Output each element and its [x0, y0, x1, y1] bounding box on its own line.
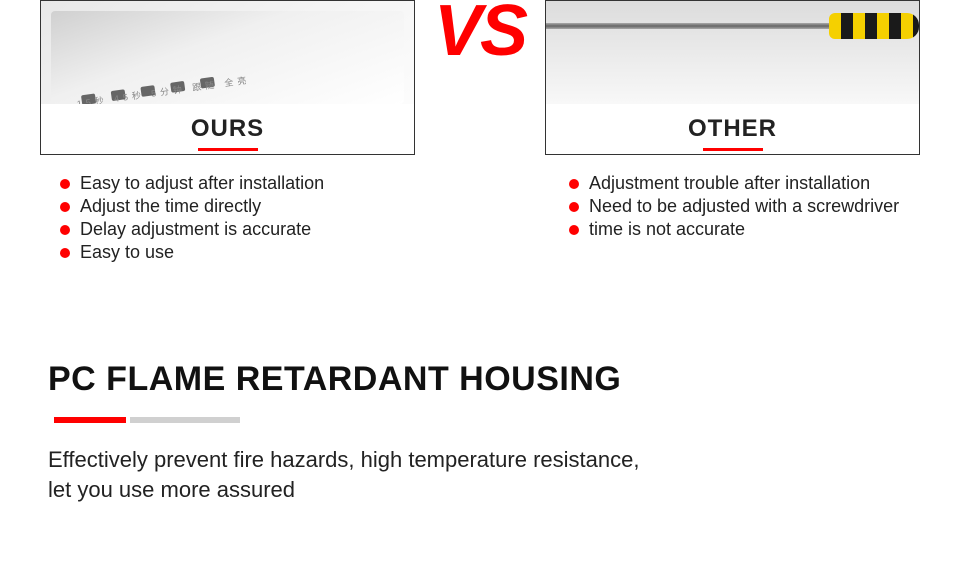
list-item: Easy to use: [60, 242, 415, 263]
other-panel: OTHER Adjustment trouble after installat…: [545, 0, 920, 265]
bullet-text: Adjust the time directly: [80, 196, 261, 217]
feature-section: PC FLAME RETARDANT HOUSING Effectively p…: [0, 360, 960, 504]
bullet-icon: [60, 202, 70, 212]
ours-panel: 15秒 45秒 5分钟 跟随 全亮 OURS Easy to adjust af…: [40, 0, 415, 265]
bullet-text: Delay adjustment is accurate: [80, 219, 311, 240]
bullet-icon: [569, 179, 579, 189]
list-item: Adjustment trouble after installation: [569, 173, 920, 194]
comparison-row: VS 15秒 45秒 5分钟 跟随 全亮 OURS Easy to adjust…: [0, 0, 960, 265]
bullet-icon: [60, 225, 70, 235]
other-label-wrap: OTHER: [546, 104, 919, 154]
ours-image: 15秒 45秒 5分钟 跟随 全亮 OURS: [40, 0, 415, 155]
ours-bullets: Easy to adjust after installation Adjust…: [40, 173, 415, 263]
other-label: OTHER: [688, 115, 777, 143]
bullet-text: Easy to use: [80, 242, 174, 263]
list-item: Adjust the time directly: [60, 196, 415, 217]
section-desc: Effectively prevent fire hazards, high t…: [48, 445, 912, 504]
bullet-text: Easy to adjust after installation: [80, 173, 324, 194]
list-item: Delay adjustment is accurate: [60, 219, 415, 240]
bullet-text: Need to be adjusted with a screwdriver: [589, 196, 899, 217]
bullet-icon: [569, 225, 579, 235]
list-item: Easy to adjust after installation: [60, 173, 415, 194]
desc-line: let you use more assured: [48, 475, 912, 505]
section-underline: [54, 417, 912, 423]
bullet-text: Adjustment trouble after installation: [589, 173, 870, 194]
ours-label: OURS: [191, 115, 264, 143]
bullet-icon: [60, 248, 70, 258]
vs-badge: VS: [434, 0, 526, 72]
ours-label-wrap: OURS: [41, 104, 414, 154]
bullet-text: time is not accurate: [589, 219, 745, 240]
screwdriver-icon: [546, 11, 919, 41]
other-bullets: Adjustment trouble after installation Ne…: [545, 173, 920, 240]
list-item: time is not accurate: [569, 219, 920, 240]
bullet-icon: [60, 179, 70, 189]
section-title: PC FLAME RETARDANT HOUSING: [48, 360, 912, 399]
desc-line: Effectively prevent fire hazards, high t…: [48, 445, 912, 475]
list-item: Need to be adjusted with a screwdriver: [569, 196, 920, 217]
other-image: OTHER: [545, 0, 920, 155]
bullet-icon: [569, 202, 579, 212]
